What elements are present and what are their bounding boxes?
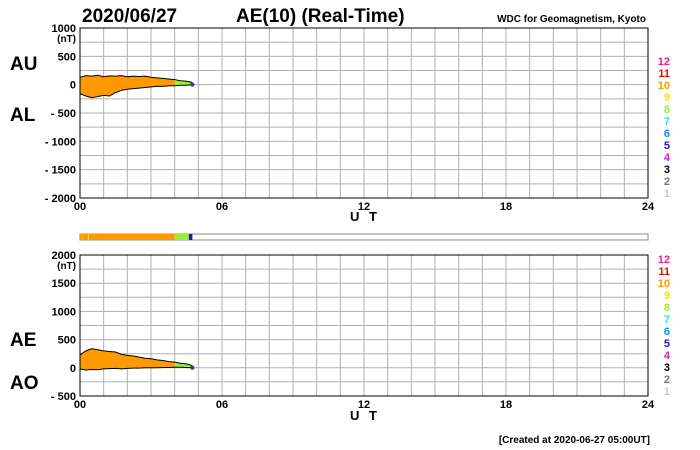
ytick-AE-AO-5: - 500 [51, 391, 76, 403]
legend-top-11: 11 [658, 68, 670, 80]
station-bar-segment-0 [80, 234, 82, 240]
ytick-AU-AL-0: 1000 [52, 23, 76, 35]
created-timestamp: [Created at 2020-06-27 05:00UT] [499, 435, 650, 446]
ao-label: AO [10, 373, 39, 394]
bottom-ylabel: (nT) [57, 261, 76, 272]
xtick-AE-AO-3: 18 [500, 399, 512, 411]
legend-top-1: 1 [664, 188, 670, 200]
station-bar-segment-3 [88, 234, 89, 240]
date-title: 2020/06/27 [82, 6, 177, 27]
ytick-AU-AL-2: 0 [70, 80, 76, 92]
xtick-AE-AO-2: 12 [358, 399, 370, 411]
frame-AU-AL [79, 27, 649, 199]
area-partial-AE-AO [174, 362, 193, 368]
legend-bottom-2: 2 [664, 374, 670, 386]
legend-bottom-6: 6 [664, 326, 670, 338]
station-count-bar [79, 233, 649, 241]
ae-label: AE [10, 330, 36, 351]
end-marker-AU-AL [190, 82, 195, 87]
bottom-xlabel: U T [350, 408, 380, 423]
legend-top-7: 7 [664, 116, 670, 128]
legend-bottom-8: 8 [664, 302, 670, 314]
top-ylabel: (nT) [57, 34, 76, 45]
legend-bottom-4: 4 [664, 350, 671, 362]
ytick-AE-AO-4: 0 [70, 363, 76, 375]
station-bar-segment-4 [88, 234, 175, 240]
legend-top-3: 3 [664, 164, 670, 176]
au-label: AU [10, 54, 37, 75]
xtick-AU-AL-1: 06 [216, 201, 228, 213]
area-partial-AU-AL [174, 79, 193, 86]
xtick-AE-AO-0: 00 [74, 399, 86, 411]
ytick-AE-AO-3: 500 [58, 335, 76, 347]
ytick-AE-AO-2: 1000 [52, 306, 76, 318]
legend-bottom-11: 11 [658, 266, 670, 278]
station-bar-segment-5 [174, 234, 189, 240]
station-bar-segment-1 [81, 234, 83, 240]
legend-top-4: 4 [664, 152, 671, 164]
frame-AE-AO [79, 254, 649, 397]
ytick-AU-AL-3: - 500 [51, 108, 76, 120]
legend-top-6: 6 [664, 128, 670, 140]
ytick-AE-AO-1: 1500 [52, 278, 76, 290]
lower-line-AE-AO [79, 366, 193, 371]
ytick-AU-AL-6: - 2000 [45, 193, 76, 205]
legend-bottom-10: 10 [658, 278, 670, 290]
legend-top-10: 10 [658, 80, 670, 92]
top-xlabel: U T [350, 209, 380, 224]
end-marker-AE-AO [190, 365, 195, 370]
xtick-AU-AL-3: 18 [500, 201, 512, 213]
upper-line-AE-AO [79, 348, 193, 367]
station-bar-segment-2 [82, 234, 89, 240]
legend-bottom-3: 3 [664, 362, 670, 374]
ytick-AE-AO-0: 2000 [52, 250, 76, 262]
legend-bottom-5: 5 [664, 338, 670, 350]
station-bar-segment-6 [188, 234, 193, 240]
al-label: AL [10, 105, 36, 126]
area-full-AU-AL [80, 75, 175, 98]
legend-top-9: 9 [664, 92, 670, 104]
legend-bottom-12: 12 [658, 254, 670, 266]
chart-title: AE(10) (Real-Time) [236, 6, 405, 27]
legend-top-2: 2 [664, 176, 670, 188]
ytick-AU-AL-5: - 1500 [45, 165, 76, 177]
legend-bottom-9: 9 [664, 290, 670, 302]
ytick-AU-AL-1: 500 [58, 51, 76, 63]
legend-top-12: 12 [658, 56, 670, 68]
legend-top-8: 8 [664, 104, 670, 116]
xtick-AU-AL-2: 12 [358, 201, 370, 213]
legend-top-5: 5 [664, 140, 670, 152]
xtick-AU-AL-4: 24 [642, 201, 655, 213]
xtick-AU-AL-0: 00 [74, 201, 86, 213]
area-full-AE-AO [80, 348, 175, 371]
xtick-AE-AO-4: 24 [642, 399, 655, 411]
xtick-AE-AO-1: 06 [216, 399, 228, 411]
lower-line-AU-AL [79, 84, 193, 99]
upper-line-AU-AL [79, 74, 193, 83]
organization-label: WDC for Geomagnetism, Kyoto [497, 14, 646, 25]
ytick-AU-AL-4: - 1000 [45, 136, 76, 148]
legend-bottom-7: 7 [664, 314, 670, 326]
legend-bottom-1: 1 [664, 386, 670, 398]
